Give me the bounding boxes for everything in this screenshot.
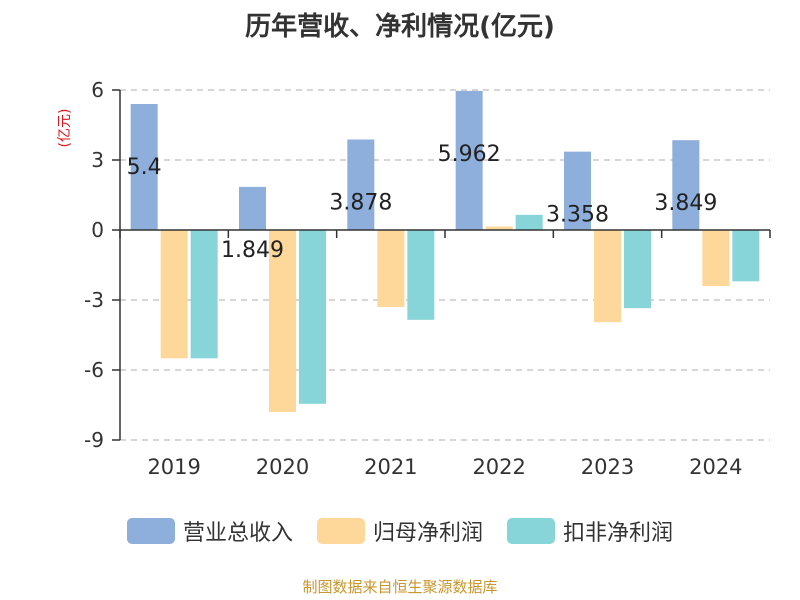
bar-2 <box>377 230 405 307</box>
bar-1 <box>239 186 266 230</box>
bar-3 <box>515 214 543 230</box>
bar-3 <box>190 230 218 359</box>
x-tick-label: 2024 <box>689 455 742 479</box>
data-label: 5.4 <box>127 155 162 180</box>
y-tick-label: -3 <box>84 288 104 312</box>
legend-item-revenue[interactable]: 营业总收入 <box>126 515 293 547</box>
legend-swatch-deducted-net-profit <box>507 518 555 544</box>
y-tick-label: 6 <box>91 78 104 102</box>
data-label: 1.849 <box>221 238 284 263</box>
bar-3 <box>299 230 326 404</box>
data-label: 3.358 <box>546 203 609 228</box>
legend: 营业总收入 归母净利润 扣非净利润 <box>0 515 800 547</box>
legend-item-deducted-net-profit[interactable]: 扣非净利润 <box>507 515 673 547</box>
x-tick-label: 2021 <box>364 455 417 479</box>
data-label: 3.849 <box>654 191 717 216</box>
x-tick-label: 2019 <box>147 455 200 479</box>
x-tick-label: 2022 <box>472 455 525 479</box>
bar-1 <box>564 151 591 230</box>
bar-1 <box>130 104 158 230</box>
bar-3 <box>407 230 435 320</box>
bar-chart: 6 3 0 -3 -6 -9 2019 2020 2021 2022 2023 2024 5.4 1.84… <box>84 78 771 479</box>
legend-label-revenue: 营业总收入 <box>182 521 293 546</box>
source-note: 制图数据来自恒生聚源数据库 <box>302 578 498 596</box>
y-tick-label: -9 <box>84 428 104 452</box>
y-tick-label: 3 <box>91 148 104 172</box>
legend-swatch-net-profit <box>316 518 365 544</box>
bar-3 <box>624 230 651 309</box>
legend-label-deducted-net-profit: 扣非净利润 <box>563 521 674 546</box>
x-tick-label: 2020 <box>256 455 309 479</box>
bar-2 <box>160 230 188 359</box>
bar-1 <box>347 139 375 230</box>
bar-3 <box>732 230 760 282</box>
y-tick-label: 0 <box>91 218 104 242</box>
data-label: 5.962 <box>438 142 501 167</box>
legend-swatch-revenue <box>126 518 175 544</box>
data-label: 3.878 <box>329 191 392 216</box>
y-tick-label: -6 <box>84 358 104 382</box>
x-tick-label: 2023 <box>581 455 634 479</box>
legend-label-net-profit: 归母净利润 <box>372 521 483 546</box>
chart-title: 历年营收、净利情况(亿元) <box>245 12 555 42</box>
bar-2 <box>485 226 513 230</box>
bar-1 <box>672 140 700 230</box>
bar-1 <box>455 90 483 231</box>
bar-2 <box>269 230 296 412</box>
bar-2 <box>594 230 621 323</box>
legend-item-net-profit[interactable]: 归母净利润 <box>316 515 483 547</box>
bar-2 <box>702 230 730 286</box>
